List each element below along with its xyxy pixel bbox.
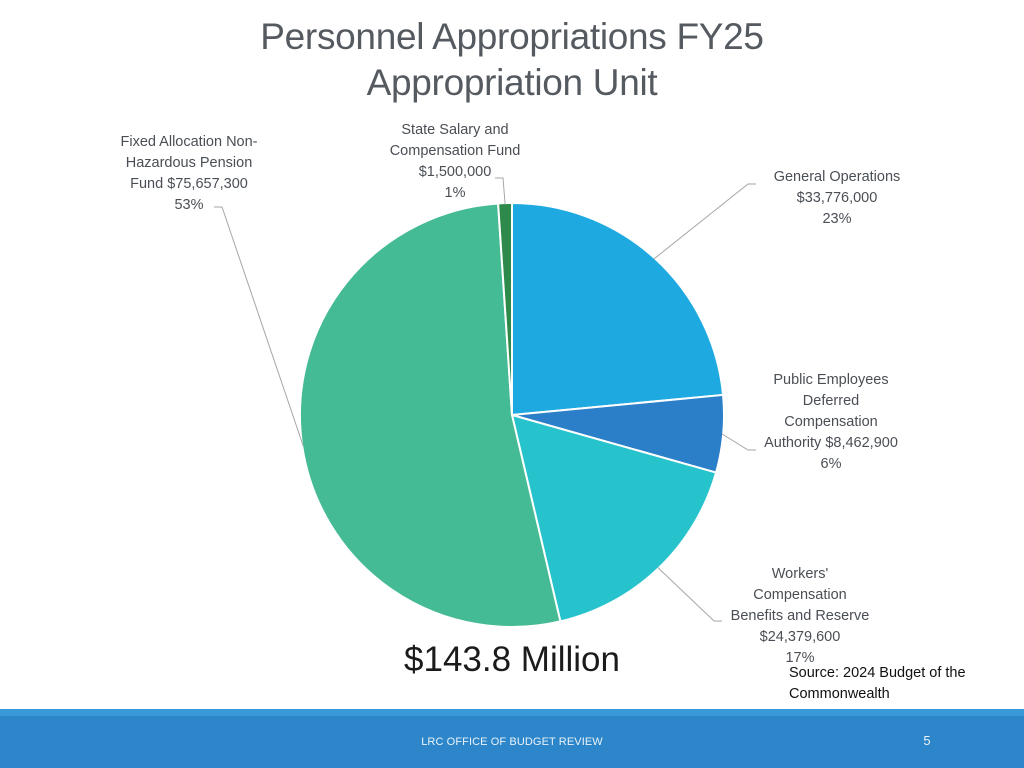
slice-label-general-operations: General Operations $33,776,000 23%	[773, 169, 901, 227]
slice-label-workers-compensation: Workers' Compensation Benefits and Reser…	[730, 566, 870, 666]
source-note: Source: 2024 Budget of the Commonwealth	[789, 665, 966, 702]
chart-title-line-1: Personnel Appropriations FY25	[260, 16, 764, 57]
slice-label-state-salary: State Salary and Compensation Fund $1,50…	[389, 122, 521, 201]
chart-title-line-2: Appropriation Unit	[366, 62, 658, 103]
slice-label-public-employees-deferred: Public Employees Deferred Compensation A…	[764, 372, 898, 472]
leader-line-0	[653, 183, 756, 260]
leader-line-1	[721, 433, 756, 451]
pie-slice-fixed-allocation-non-hazardous-pension-fund	[299, 202, 562, 629]
leader-line-2	[657, 567, 722, 622]
leader-line-4	[495, 177, 506, 205]
footer-accent-bar	[0, 709, 1024, 716]
total-amount: $143.8 Million	[404, 640, 620, 679]
slice-label-fixed-allocation: Fixed Allocation Non- Hazardous Pension …	[120, 134, 258, 213]
footer-band	[0, 716, 1024, 768]
leader-line-3	[214, 206, 304, 447]
page-number: 5	[923, 733, 931, 748]
pie-slice-general-operations	[511, 202, 725, 416]
chart-title: Personnel Appropriations FY25 Appropriat…	[0, 14, 1024, 106]
footer-text: LRC OFFICE OF BUDGET REVIEW	[421, 736, 603, 748]
